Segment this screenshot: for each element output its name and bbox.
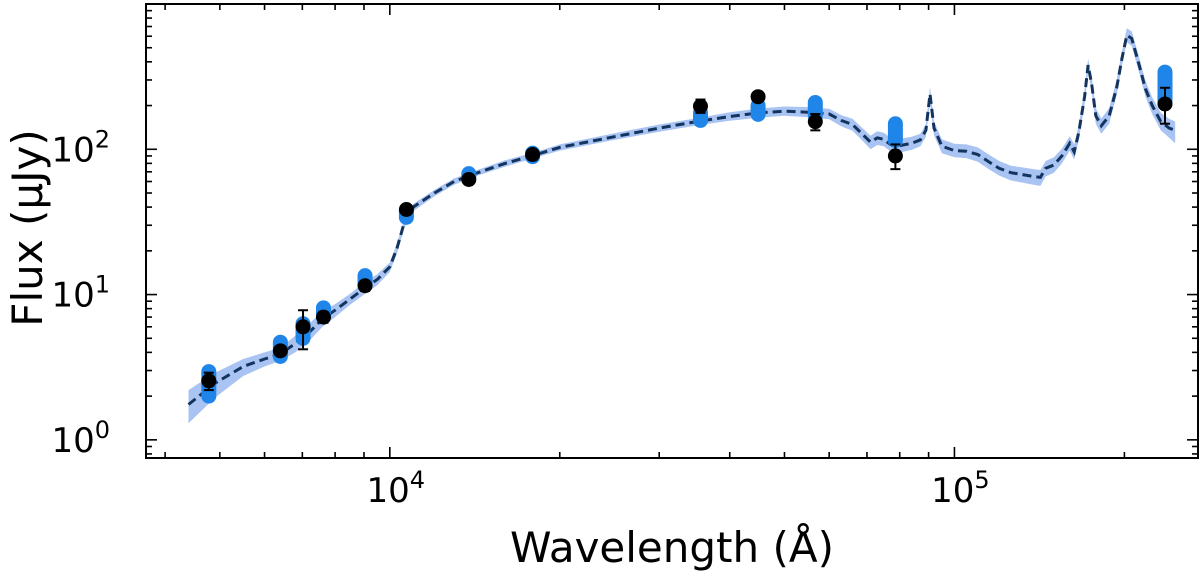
observed-point xyxy=(750,89,766,105)
observed-point xyxy=(295,319,311,335)
model-sed-line xyxy=(187,32,1176,406)
y-tick-label: 100 xyxy=(51,416,110,461)
x-axis-label: Wavelength (Å) xyxy=(510,522,834,572)
observed-point xyxy=(692,98,708,114)
model-uncertainty-band xyxy=(188,28,1176,424)
x-tick-label: 104 xyxy=(367,466,426,511)
observed-point xyxy=(357,278,373,294)
observed-point xyxy=(807,114,823,130)
observed-point xyxy=(201,373,217,389)
observed-point xyxy=(398,202,414,218)
observed-photometry-layer xyxy=(201,86,1173,392)
y-tick-label: 101 xyxy=(51,271,110,316)
plot-frame xyxy=(145,3,1199,459)
y-axis-label: Flux (μJy) xyxy=(3,129,52,326)
observed-point xyxy=(1157,96,1173,112)
observed-point xyxy=(315,309,331,325)
observed-point xyxy=(461,171,477,187)
x-tick-label: 105 xyxy=(931,466,990,511)
y-tick-label: 102 xyxy=(51,125,110,170)
observed-point xyxy=(887,148,903,164)
observed-point xyxy=(525,147,541,163)
model-sed-line-layer xyxy=(187,32,1176,406)
axis-ticks-layer: 104 105 100 101 102 xyxy=(51,4,1198,511)
model-uncertainty-band-layer xyxy=(188,28,1176,424)
observed-point xyxy=(272,343,288,359)
